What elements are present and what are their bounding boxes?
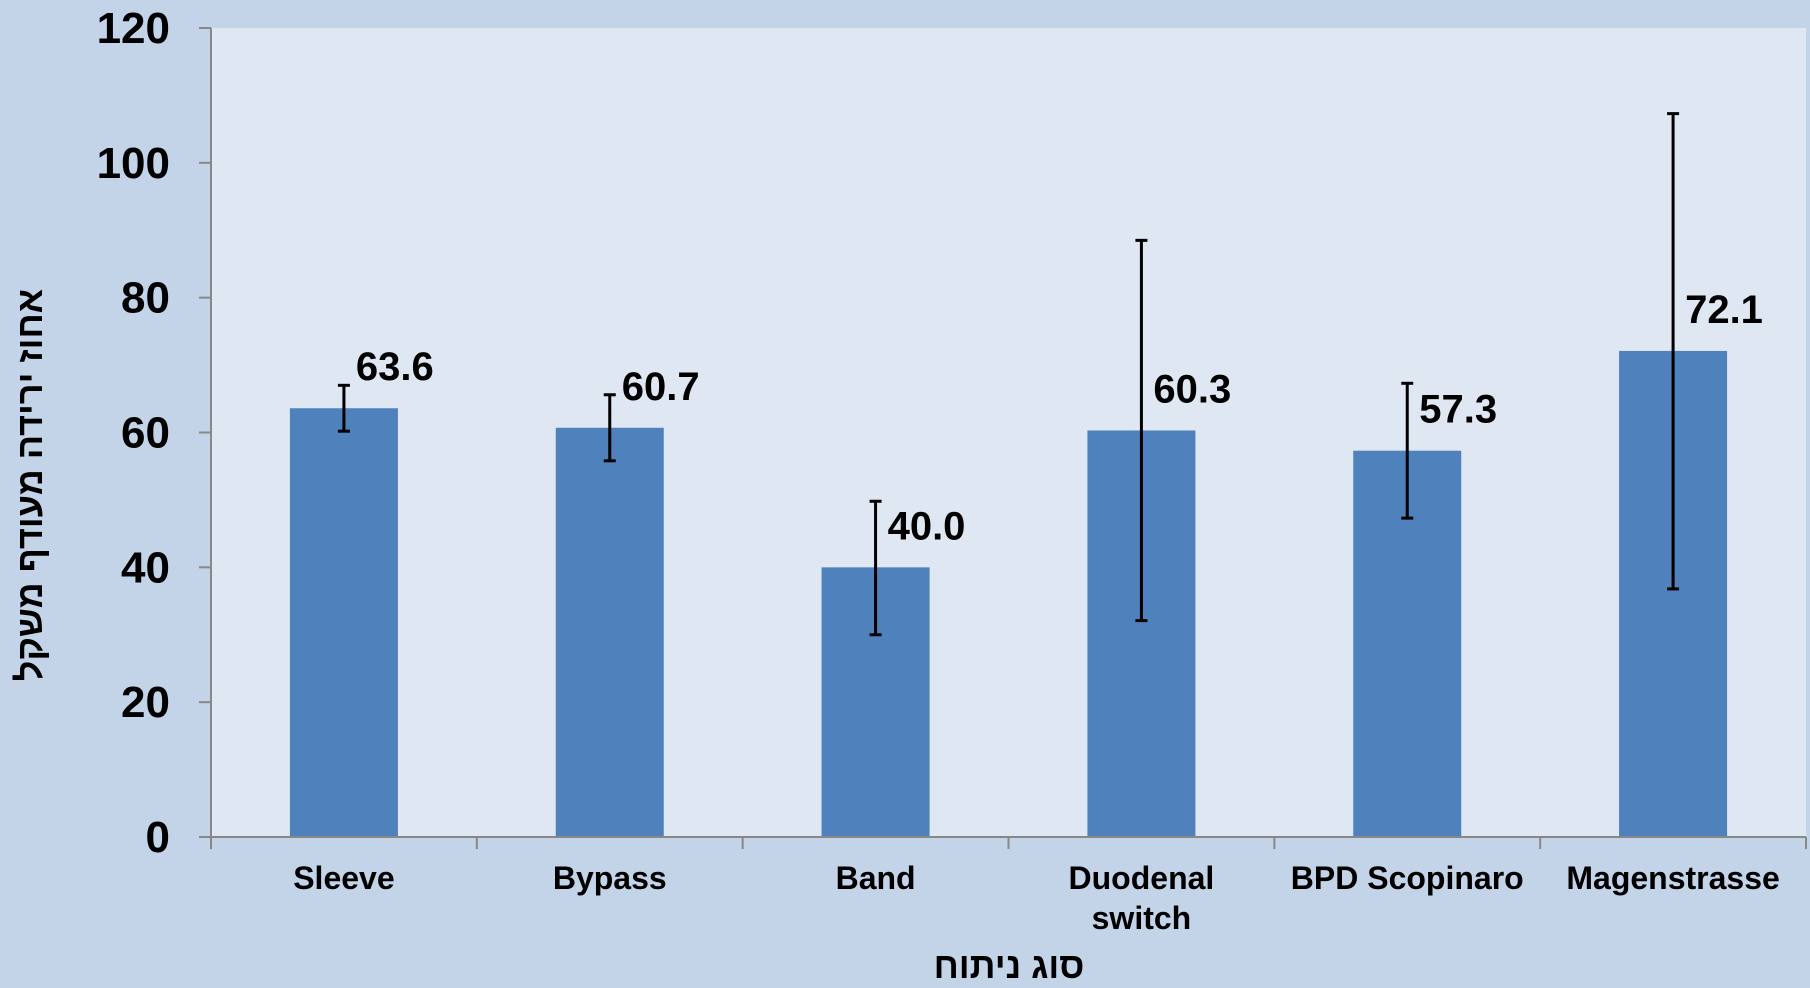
y-tick-label: 0 — [146, 813, 170, 862]
value-label: 60.7 — [622, 365, 700, 409]
category-label: Bypass — [553, 860, 667, 896]
category-label-line: Bypass — [553, 860, 667, 896]
category-label-line: Sleeve — [293, 860, 394, 896]
y-tick-label: 80 — [121, 274, 170, 323]
category-label-line: Magenstrasse — [1566, 860, 1779, 896]
y-tick-label: 100 — [97, 139, 170, 188]
category-label: Band — [836, 860, 916, 896]
value-label: 60.3 — [1153, 367, 1231, 411]
category-label: Sleeve — [293, 860, 394, 896]
category-label-line: Duodenal — [1069, 860, 1215, 896]
x-axis-title: סוג ניתוח — [934, 945, 1085, 986]
plot-area — [211, 28, 1806, 837]
category-label: Magenstrasse — [1566, 860, 1779, 896]
category-label-line: Band — [836, 860, 916, 896]
category-label: Duodenal switch — [1069, 860, 1215, 936]
labels-group: 0 20 40 60 80 100 120 63.6 Sleeve 60.7 Bypass 40.0 B… — [97, 4, 1780, 936]
value-label: 40.0 — [888, 504, 966, 548]
error-bars-group — [337, 112, 1680, 637]
y-tick-label: 40 — [121, 543, 170, 592]
y-tick-label: 60 — [121, 409, 170, 458]
category-label-line: BPD Scopinaro — [1291, 860, 1524, 896]
bar — [555, 427, 664, 837]
bar — [289, 408, 398, 837]
category-label: BPD Scopinaro — [1291, 860, 1524, 896]
axes-group — [199, 27, 1807, 849]
y-tick-label: 120 — [97, 4, 170, 53]
value-label: 72.1 — [1685, 288, 1763, 332]
category-label-line: switch — [1092, 900, 1192, 936]
value-label: 57.3 — [1419, 388, 1497, 432]
y-axis-title: אחוז ירידה מעודף משקל — [9, 289, 50, 681]
y-tick-label: 20 — [121, 678, 170, 727]
value-label: 63.6 — [356, 345, 434, 389]
